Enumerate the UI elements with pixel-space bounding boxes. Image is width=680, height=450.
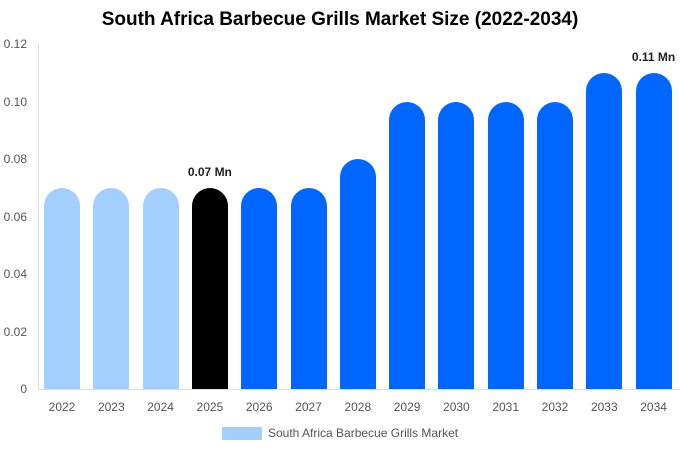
- bar-2033[interactable]: [586, 72, 623, 389]
- y-axis-line: [38, 44, 39, 390]
- bar-2034[interactable]: [635, 72, 672, 389]
- bar-2027[interactable]: [290, 187, 327, 389]
- y-tick-label: 0.12: [3, 37, 27, 51]
- x-axis-line: [38, 389, 680, 390]
- y-tick-label: 0.08: [3, 152, 27, 166]
- legend-swatch: [222, 426, 262, 440]
- legend-label: South Africa Barbecue Grills Market: [268, 426, 459, 440]
- y-tick-label: 0.10: [3, 94, 27, 109]
- bar-2024[interactable]: [142, 187, 179, 389]
- x-tick-label: 2025: [196, 400, 224, 414]
- x-tick-label: 2022: [48, 400, 76, 414]
- legend[interactable]: South Africa Barbecue Grills Market: [222, 426, 458, 440]
- chart-title: South Africa Barbecue Grills Market Size…: [101, 9, 579, 30]
- x-tick-label: 2031: [492, 400, 520, 414]
- data-label-2025: 0.07 Mn: [187, 164, 232, 179]
- x-tick-label: 2028: [344, 400, 372, 414]
- y-tick-label: 0.02: [3, 324, 27, 339]
- x-tick-label: 2026: [245, 400, 273, 414]
- data-label-2034: 0.11 Mn: [631, 49, 676, 64]
- x-tick-label: 2030: [443, 400, 470, 414]
- bar-2031[interactable]: [487, 101, 524, 389]
- bar-2032[interactable]: [537, 101, 573, 389]
- bar-2030[interactable]: [438, 101, 475, 389]
- bar-2022[interactable]: [44, 187, 80, 389]
- y-tick-label: 0.06: [3, 209, 27, 224]
- x-tick-label: 2034: [640, 400, 667, 414]
- x-tick-label: 2024: [147, 400, 174, 414]
- x-tick-label: 2032: [541, 400, 569, 414]
- y-tick-label: 0: [20, 382, 27, 396]
- x-tick-label: 2027: [295, 400, 322, 414]
- x-tick-label: 2023: [97, 400, 125, 414]
- bar-2028[interactable]: [339, 159, 376, 389]
- bar-2026[interactable]: [241, 187, 278, 389]
- x-tick-label: 2029: [393, 400, 421, 414]
- bar-2029[interactable]: [389, 101, 426, 389]
- bar-2023[interactable]: [93, 187, 130, 389]
- bar-2025[interactable]: [191, 187, 228, 389]
- x-tick-label: 2033: [590, 400, 618, 414]
- y-tick-label: 0.04: [3, 267, 27, 281]
